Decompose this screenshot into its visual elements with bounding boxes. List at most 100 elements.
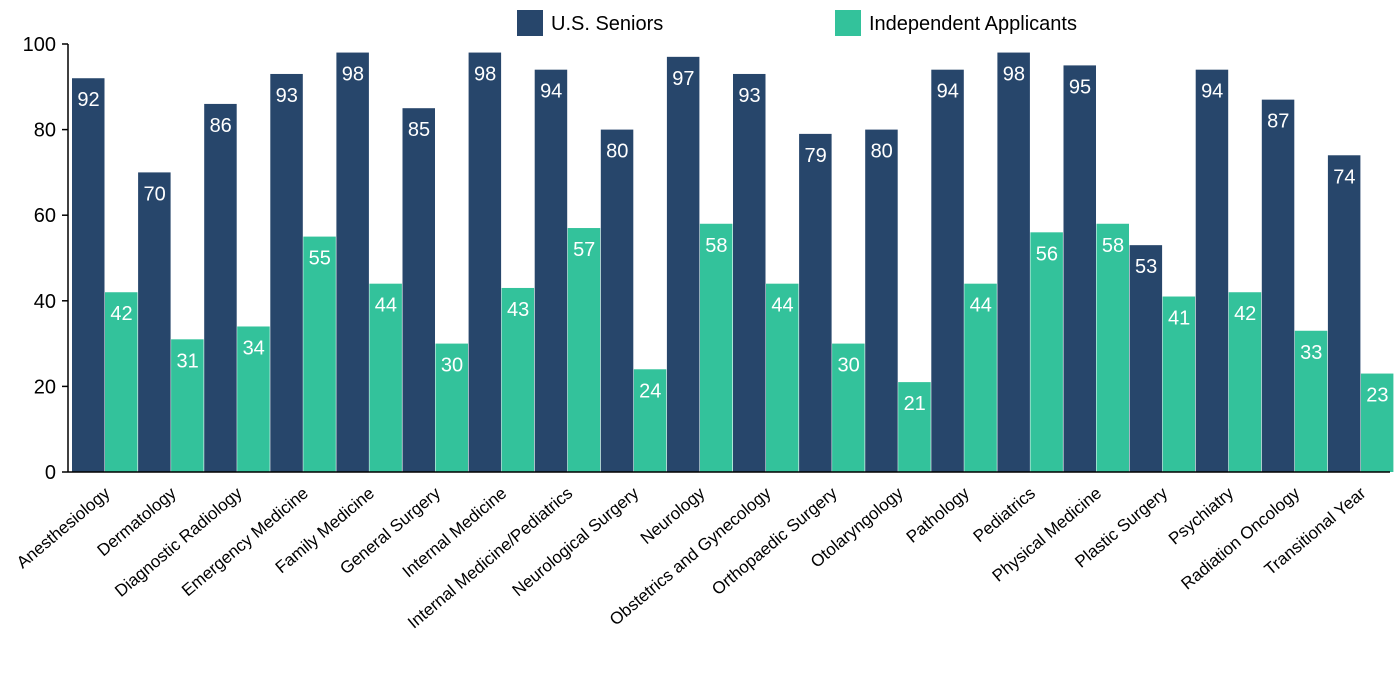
legend-swatch — [517, 10, 543, 36]
data-label: 44 — [771, 295, 793, 317]
us-seniors-bar — [1261, 99, 1295, 472]
data-label: 44 — [375, 295, 397, 317]
data-label: 93 — [276, 85, 298, 107]
data-label: 70 — [143, 183, 165, 205]
data-label: 86 — [210, 115, 232, 137]
data-label: 80 — [871, 141, 893, 163]
data-label: 74 — [1333, 166, 1355, 188]
independent-applicants-bar — [237, 326, 270, 472]
independent-applicants-bar — [964, 283, 997, 472]
data-label: 98 — [1003, 64, 1025, 86]
data-label: 94 — [937, 81, 959, 103]
data-label: 42 — [1234, 303, 1256, 325]
legend-label: Independent Applicants — [869, 13, 1077, 35]
data-label: 41 — [1168, 308, 1190, 330]
independent-applicants-bar — [1294, 330, 1328, 472]
us-seniors-bar — [1129, 245, 1163, 472]
data-label: 53 — [1135, 256, 1157, 278]
data-label: 94 — [1201, 81, 1223, 103]
independent-applicants-bar — [105, 292, 138, 472]
y-tick-label: 40 — [34, 291, 56, 313]
legend: U.S. Seniors Independent Applicants — [517, 10, 1077, 36]
data-label: 42 — [110, 303, 132, 325]
legend-item-1: U.S. Seniors — [517, 10, 663, 36]
us-seniors-bar — [666, 56, 700, 473]
us-seniors-bar — [1327, 155, 1361, 472]
independent-applicants-bar — [1228, 292, 1262, 472]
us-seniors-bar — [997, 52, 1030, 473]
x-tick-label: Neurological Surgery — [509, 483, 643, 600]
x-tick-label: Anesthesiology — [13, 483, 114, 572]
us-seniors-bar — [138, 172, 171, 472]
x-tick-label: Diagnostic Radiology — [111, 483, 246, 601]
us-seniors-bar — [1063, 65, 1096, 473]
x-tick-label: Radiation Oncology — [1177, 483, 1303, 593]
data-label: 31 — [176, 350, 198, 372]
data-label: 30 — [441, 355, 463, 377]
data-label: 33 — [1300, 342, 1322, 364]
y-tick-label: 20 — [34, 376, 56, 398]
data-label: 58 — [705, 235, 727, 257]
independent-applicants-bar — [1162, 296, 1196, 472]
independent-applicants-bar — [898, 382, 931, 472]
data-label: 98 — [342, 64, 364, 86]
independent-applicants-bar — [699, 223, 733, 472]
us-seniors-bar — [270, 73, 303, 473]
independent-applicants-bar — [1360, 373, 1394, 472]
us-seniors-bar — [402, 108, 435, 472]
data-label: 97 — [672, 68, 694, 90]
x-tick-label: Orthopaedic Surgery — [708, 483, 841, 599]
data-label: 56 — [1036, 243, 1058, 265]
independent-applicants-bar — [1096, 223, 1129, 472]
data-label: 85 — [408, 119, 430, 141]
y-axis: 0 20 40 60 80 100 — [23, 34, 69, 484]
independent-applicants-bar — [832, 343, 865, 472]
y-tick-label: 80 — [34, 120, 56, 142]
independent-applicants-bar — [633, 369, 667, 472]
data-label: 23 — [1366, 385, 1388, 407]
legend-label: U.S. Seniors — [551, 13, 663, 35]
independent-applicants-bar — [303, 236, 336, 472]
data-label: 92 — [77, 89, 99, 111]
data-label: 55 — [309, 248, 331, 270]
x-tick-label: Pathology — [903, 483, 974, 546]
us-seniors-bar — [336, 52, 369, 473]
data-label: 34 — [243, 337, 265, 359]
data-label: 44 — [970, 295, 992, 317]
data-label: 21 — [904, 393, 926, 415]
bars: 92 42 70 31 86 34 93 55 98 44 85 30 98 43 94 57 80 24 97 58… — [72, 52, 1394, 473]
independent-applicants-bar — [171, 339, 204, 472]
us-seniors-bar — [931, 69, 964, 473]
us-seniors-bar — [204, 103, 237, 473]
independent-applicants-bar — [435, 343, 468, 472]
data-label: 93 — [738, 85, 760, 107]
data-label: 58 — [1102, 235, 1124, 257]
us-seniors-bar — [600, 129, 634, 472]
data-label: 94 — [540, 81, 562, 103]
data-label: 98 — [474, 64, 496, 86]
us-seniors-bar — [1195, 69, 1229, 473]
independent-applicants-bar — [501, 287, 535, 472]
x-tick-label: Physical Medicine — [989, 484, 1105, 586]
data-label: 95 — [1069, 76, 1091, 98]
y-tick-label: 100 — [23, 34, 56, 56]
data-label: 30 — [837, 355, 859, 377]
y-tick-label: 60 — [34, 205, 56, 227]
us-seniors-bar — [72, 78, 105, 473]
x-tick-label: Emergency Medicine — [178, 484, 312, 601]
data-label: 57 — [573, 239, 595, 261]
us-seniors-bar — [534, 69, 568, 473]
legend-swatch — [835, 10, 861, 36]
independent-applicants-bar — [567, 228, 601, 472]
y-tick-label: 0 — [45, 462, 56, 484]
us-seniors-bar — [865, 129, 898, 472]
data-label: 87 — [1267, 111, 1289, 133]
independent-applicants-bar — [1030, 232, 1063, 472]
data-label: 24 — [639, 380, 661, 402]
us-seniors-bar — [733, 73, 766, 473]
data-label: 43 — [507, 299, 529, 321]
us-seniors-bar — [799, 133, 832, 472]
independent-applicants-bar — [369, 283, 402, 472]
